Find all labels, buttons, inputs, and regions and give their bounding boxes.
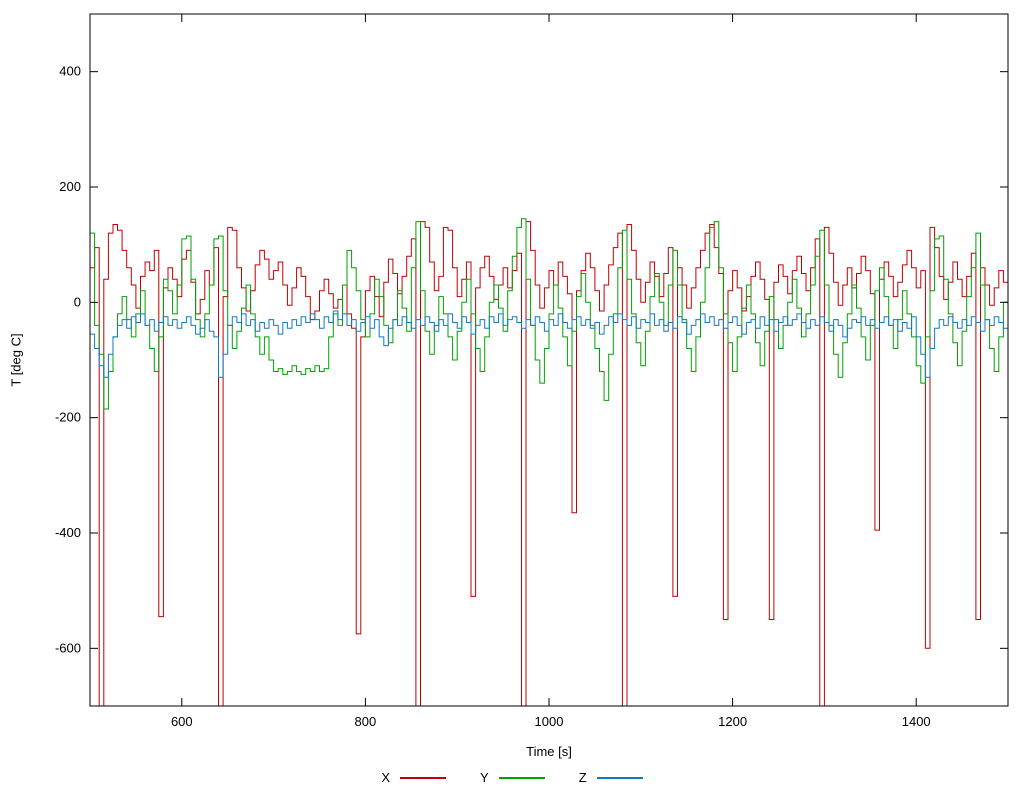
legend-line-z-icon [596,776,643,779]
legend-label-y: Y [480,770,489,785]
svg-text:1400: 1400 [902,714,931,729]
svg-text:400: 400 [59,64,81,79]
legend-item-z: Z [579,770,643,785]
svg-text:200: 200 [59,179,81,194]
legend-label-x: X [381,770,391,785]
svg-text:1200: 1200 [718,714,747,729]
svg-text:-400: -400 [55,525,81,540]
legend-item-x: X [381,770,447,785]
legend-line-x-icon [400,776,447,779]
svg-text:0: 0 [74,294,81,309]
legend: X Y Z [0,770,1024,785]
svg-text:600: 600 [171,714,193,729]
svg-text:-200: -200 [55,410,81,425]
legend-label-z: Z [578,770,587,785]
svg-text:800: 800 [355,714,377,729]
legend-line-y-icon [498,776,545,779]
legend-item-y: Y [480,770,545,785]
y-axis-label: T [deg C] [8,333,24,387]
x-axis-label: Time [s] [526,744,572,759]
svg-text:-600: -600 [55,640,81,655]
svg-text:1000: 1000 [535,714,564,729]
